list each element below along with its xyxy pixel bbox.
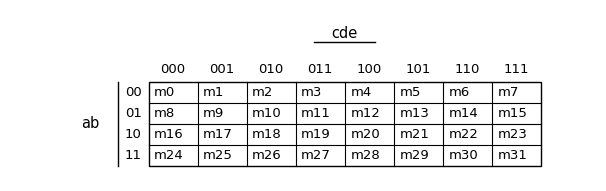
Text: m25: m25 bbox=[203, 149, 233, 162]
Text: 000: 000 bbox=[161, 63, 185, 76]
Text: m26: m26 bbox=[252, 149, 282, 162]
Text: 101: 101 bbox=[405, 63, 431, 76]
Text: m8: m8 bbox=[154, 107, 175, 120]
Text: 111: 111 bbox=[504, 63, 529, 76]
Text: m9: m9 bbox=[203, 107, 224, 120]
Text: m7: m7 bbox=[498, 86, 519, 99]
Text: m17: m17 bbox=[203, 128, 233, 141]
Text: 01: 01 bbox=[125, 107, 142, 120]
Text: m27: m27 bbox=[301, 149, 331, 162]
Text: 011: 011 bbox=[307, 63, 333, 76]
Text: m12: m12 bbox=[350, 107, 380, 120]
Text: m10: m10 bbox=[252, 107, 282, 120]
Text: m24: m24 bbox=[154, 149, 184, 162]
Text: m20: m20 bbox=[350, 128, 380, 141]
Text: m29: m29 bbox=[399, 149, 429, 162]
Text: m11: m11 bbox=[301, 107, 331, 120]
Text: m31: m31 bbox=[498, 149, 527, 162]
Text: 100: 100 bbox=[356, 63, 382, 76]
Text: m21: m21 bbox=[399, 128, 429, 141]
Text: 110: 110 bbox=[454, 63, 480, 76]
Text: 00: 00 bbox=[125, 86, 142, 99]
Text: m4: m4 bbox=[350, 86, 371, 99]
Text: 10: 10 bbox=[125, 128, 142, 141]
Text: 11: 11 bbox=[125, 149, 142, 162]
Text: m14: m14 bbox=[448, 107, 478, 120]
Text: m5: m5 bbox=[399, 86, 421, 99]
Text: 001: 001 bbox=[210, 63, 235, 76]
Text: m22: m22 bbox=[448, 128, 478, 141]
Text: m13: m13 bbox=[399, 107, 429, 120]
Text: m2: m2 bbox=[252, 86, 273, 99]
Text: 010: 010 bbox=[259, 63, 284, 76]
Text: m0: m0 bbox=[154, 86, 175, 99]
Text: m3: m3 bbox=[301, 86, 322, 99]
Text: m15: m15 bbox=[498, 107, 527, 120]
Text: m18: m18 bbox=[252, 128, 282, 141]
Text: m6: m6 bbox=[448, 86, 470, 99]
Text: m1: m1 bbox=[203, 86, 225, 99]
Bar bbox=[148, 82, 541, 166]
Text: m23: m23 bbox=[498, 128, 527, 141]
Text: m19: m19 bbox=[301, 128, 331, 141]
Text: m28: m28 bbox=[350, 149, 380, 162]
Text: ab: ab bbox=[81, 116, 99, 131]
Text: m16: m16 bbox=[154, 128, 184, 141]
Text: cde: cde bbox=[331, 26, 358, 41]
Text: m30: m30 bbox=[448, 149, 478, 162]
